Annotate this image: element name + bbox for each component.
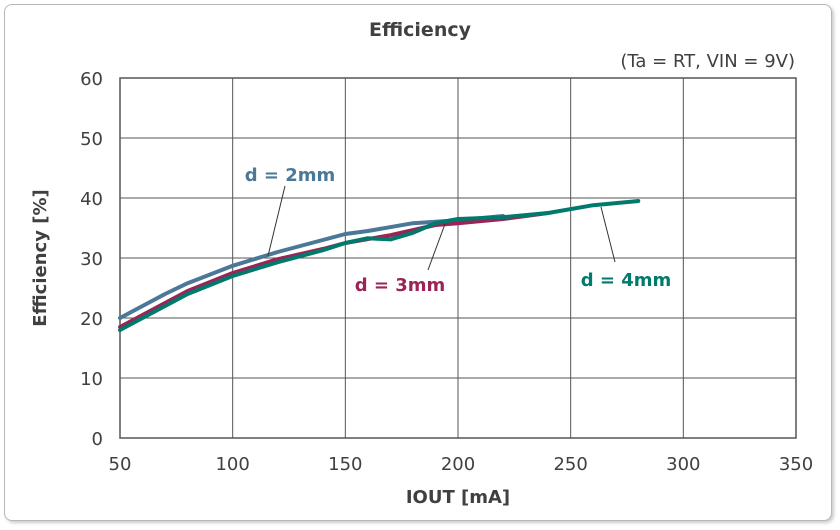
- y-tick-label: 30: [80, 249, 103, 270]
- series-label: d = 4mm: [581, 270, 672, 291]
- series-line-3mm: [118, 211, 551, 329]
- x-tick-label: 250: [553, 454, 587, 475]
- y-tick-label: 50: [80, 129, 103, 150]
- y-tick-label: 10: [80, 369, 103, 390]
- y-axis-label: Efficiency [%]: [30, 189, 51, 326]
- x-tick-label: 150: [328, 454, 362, 475]
- series-line-2mm: [118, 214, 506, 320]
- annotation-leader: [267, 185, 286, 257]
- x-axis-label: IOUT [mA]: [406, 487, 510, 508]
- annotation-leader: [427, 223, 446, 271]
- annotation-leader: [600, 206, 616, 263]
- series-label: d = 2mm: [245, 165, 336, 186]
- y-tick-label: 40: [80, 189, 103, 210]
- x-tick-label: 200: [441, 454, 475, 475]
- x-tick-label: 100: [215, 454, 249, 475]
- y-tick-label: 0: [92, 429, 103, 450]
- x-tick-label: 300: [666, 454, 700, 475]
- chart-subtitle: (Ta = RT, VIN = 9V): [620, 51, 795, 72]
- x-tick-label: 350: [779, 454, 813, 475]
- series-label: d = 3mm: [355, 275, 446, 296]
- chart-frame: [4, 4, 832, 521]
- y-tick-label: 20: [80, 309, 103, 330]
- x-tick-label: 50: [109, 454, 132, 475]
- y-tick-label: 60: [80, 69, 103, 90]
- plot-area: [119, 77, 797, 439]
- chart-title: Efficiency: [369, 19, 472, 41]
- series-line-4mm: [118, 199, 641, 332]
